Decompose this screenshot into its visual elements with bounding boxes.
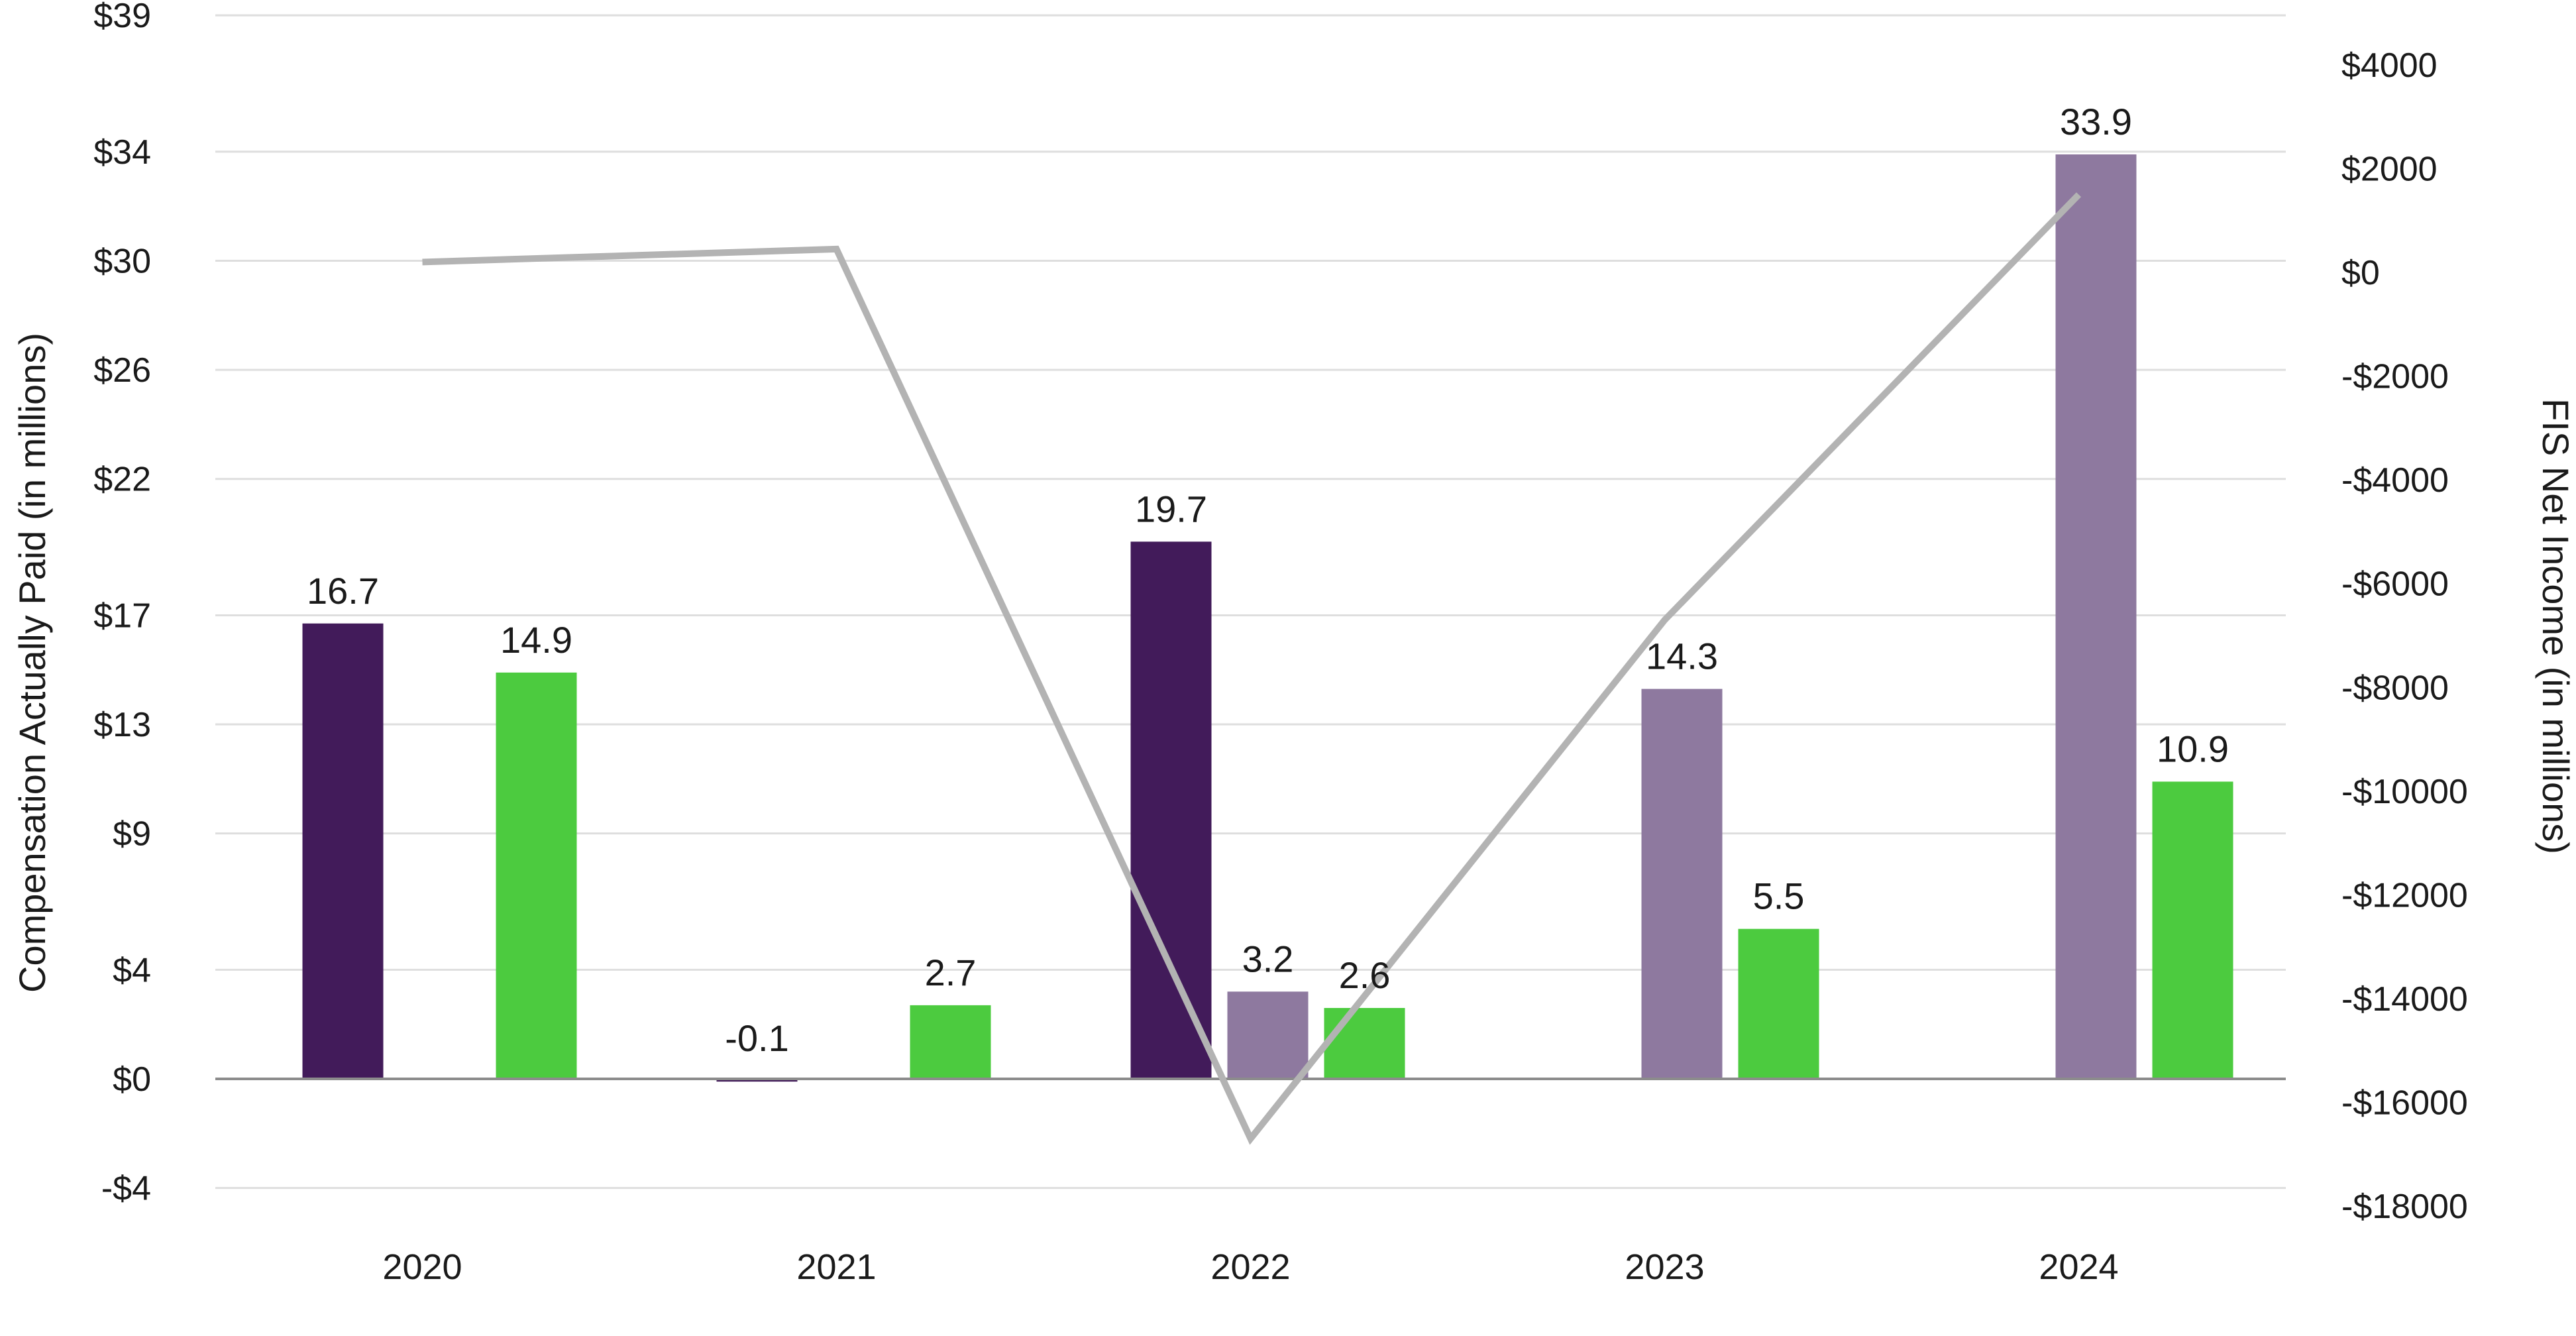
left-axis-tick-label: $9 xyxy=(113,815,151,854)
left-axis-tick-label: $22 xyxy=(93,461,151,499)
bar xyxy=(2152,781,2233,1079)
data-label: 10.9 xyxy=(2157,728,2229,769)
data-label: 33.9 xyxy=(2060,101,2132,142)
left-axis-title: Compensation Actually Paid (in millions) xyxy=(11,333,53,993)
left-axis-tick-label: -$4 xyxy=(101,1170,151,1208)
data-label: 5.5 xyxy=(1753,875,1805,917)
right-axis-tick-label: $4000 xyxy=(2341,46,2438,85)
bar xyxy=(1227,991,1309,1079)
right-axis-tick-label: -$8000 xyxy=(2341,669,2449,707)
category-axis-ticks: 2020 2021 2022 2023 2024 xyxy=(382,1247,2118,1287)
right-axis-tick-label: -$10000 xyxy=(2341,773,2468,811)
left-axis-tick-label: $13 xyxy=(93,706,151,744)
category-label: 2021 xyxy=(796,1247,876,1287)
data-label: 2.7 xyxy=(925,952,977,993)
left-axis-tick-label: $17 xyxy=(93,596,151,635)
data-label: 14.3 xyxy=(1646,636,1718,677)
bar xyxy=(2055,154,2137,1079)
right-axis-tick-label: $2000 xyxy=(2341,150,2438,189)
left-axis-tick-label: $34 xyxy=(93,133,151,172)
left-axis-ticks: -$4 $0 $4 $9 $13 $17 $22 $26 $30 $34 $39 xyxy=(93,0,151,1208)
left-axis-tick-label: $0 xyxy=(113,1060,151,1099)
bar xyxy=(302,623,384,1079)
right-axis-tick-label: -$18000 xyxy=(2341,1188,2468,1226)
data-label: 14.9 xyxy=(500,619,572,661)
bar xyxy=(1130,541,1212,1079)
net-income-series-line xyxy=(422,192,2082,1145)
right-axis-tick-label: -$14000 xyxy=(2341,980,2468,1019)
category-label: 2024 xyxy=(2039,1247,2118,1287)
bar xyxy=(1324,1008,1405,1079)
bar xyxy=(910,1005,991,1079)
data-label: 16.7 xyxy=(307,570,379,612)
right-axis-title: FIS Net Income (in millions) xyxy=(2535,398,2576,854)
right-axis-tick-label: $0 xyxy=(2341,254,2380,292)
right-axis-ticks: -$18000 -$16000 -$14000 -$12000 -$10000 -$800… xyxy=(2341,46,2468,1226)
category-label: 2022 xyxy=(1210,1247,1290,1287)
left-axis-tick-label: $4 xyxy=(113,951,151,989)
category-label: 2020 xyxy=(382,1247,462,1287)
left-axis-tick-label: $26 xyxy=(93,351,151,390)
data-label: -0.1 xyxy=(725,1017,789,1059)
left-axis-tick-label: $39 xyxy=(93,0,151,35)
bars xyxy=(302,154,2233,1082)
right-axis-tick-label: -$12000 xyxy=(2341,876,2468,915)
right-axis-tick-label: -$6000 xyxy=(2341,565,2449,604)
net-income-line xyxy=(422,192,2082,1145)
data-label: 2.6 xyxy=(1339,954,1391,996)
bar xyxy=(716,1079,798,1082)
bar xyxy=(1641,689,1723,1079)
left-axis-tick-label: $30 xyxy=(93,243,151,281)
right-axis-tick-label: -$2000 xyxy=(2341,358,2449,396)
data-labels: 16.7 -0.1 19.7 3.2 14.3 33.9 14.9 2.7 2.6 5.5 10.9 xyxy=(307,101,2229,1059)
bar xyxy=(496,672,577,1079)
right-axis-tick-label: -$4000 xyxy=(2341,461,2449,500)
data-label: 3.2 xyxy=(1242,938,1294,979)
category-label: 2023 xyxy=(1625,1247,1704,1287)
data-label: 19.7 xyxy=(1135,488,1207,529)
right-axis-tick-label: -$16000 xyxy=(2341,1084,2468,1122)
bar xyxy=(1738,928,1819,1079)
